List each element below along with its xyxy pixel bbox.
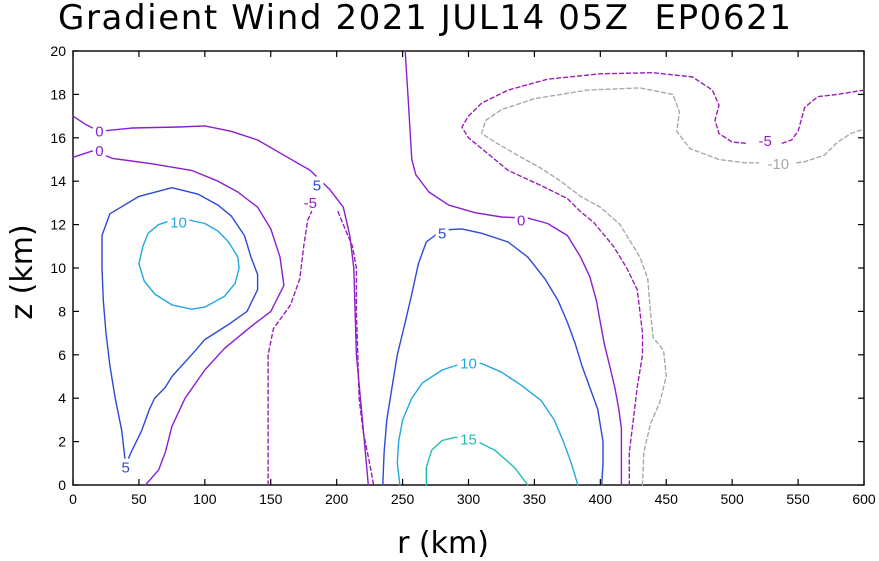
axis-ticks: 0 50 100 150 200 250 300 350 400 450 500 550 6000246… <box>50 43 875 507</box>
contour-label-bg <box>92 122 106 140</box>
contour-label-bg <box>92 141 106 159</box>
y-tick-label: 8 <box>58 303 66 319</box>
contour-label: 5 <box>438 225 446 242</box>
y-tick-label: 10 <box>50 260 66 276</box>
contour-line <box>72 115 369 486</box>
contour-label: 0 <box>95 143 103 160</box>
y-tick-label: 16 <box>50 130 66 146</box>
x-tick-label: 350 <box>523 491 547 507</box>
contour-line <box>138 218 240 310</box>
contour-line <box>396 362 579 486</box>
contour-label: 5 <box>122 460 130 477</box>
contour-label-bg <box>457 354 480 372</box>
x-tick-label: 400 <box>589 491 613 507</box>
contour-label-bg <box>299 193 322 211</box>
contour-line <box>267 210 313 486</box>
contour-label: 0 <box>95 123 103 140</box>
contour-label-bg <box>119 458 133 476</box>
x-tick-label: 50 <box>131 491 147 507</box>
x-tick-label: 550 <box>786 491 810 507</box>
x-tick-label: 250 <box>391 491 415 507</box>
x-tick-label: 500 <box>720 491 744 507</box>
contour-line <box>101 186 259 467</box>
contour-label: -5 <box>304 195 317 212</box>
x-axis-label: r (km) <box>397 526 489 561</box>
contour-line <box>461 71 747 486</box>
contour-label: -10 <box>767 156 789 173</box>
contour-label: 0 <box>517 212 525 229</box>
contour-line <box>72 150 285 486</box>
y-tick-label: 14 <box>50 173 66 189</box>
contour-label-bg <box>754 132 777 150</box>
y-tick-label: 12 <box>50 217 66 233</box>
x-tick-label: 150 <box>259 491 283 507</box>
contour-line <box>796 128 865 164</box>
y-tick-label: 18 <box>50 86 66 102</box>
contour-lines <box>72 50 865 486</box>
contour-line <box>781 89 865 144</box>
chart-title: Gradient Wind 2021 JUL14 05Z EP0621 <box>58 0 793 38</box>
contour-label: 10 <box>460 355 477 372</box>
y-tick-label: 20 <box>50 43 66 59</box>
contour-line <box>481 87 760 486</box>
contour-label: -5 <box>758 133 771 150</box>
x-tick-label: 300 <box>457 491 481 507</box>
contour-label: 15 <box>460 431 477 448</box>
contour-labels: 0 0 0 5 5 5 10 10 15 -5 -5 -10 <box>92 122 794 477</box>
contour-label-bg <box>457 430 480 448</box>
x-tick-label: 100 <box>193 491 217 507</box>
y-axis-label: z (km) <box>5 224 40 319</box>
y-tick-label: 4 <box>58 390 66 406</box>
contour-label-bg <box>310 176 324 194</box>
x-tick-label: 0 <box>69 491 77 507</box>
contour-line <box>337 210 375 486</box>
contour-label: 10 <box>170 214 187 231</box>
x-tick-label: 600 <box>852 491 876 507</box>
x-tick-label: 450 <box>655 491 679 507</box>
contour-line <box>425 436 529 486</box>
contour-label: 5 <box>313 178 321 195</box>
contour-line <box>382 228 604 486</box>
y-tick-label: 6 <box>58 347 66 363</box>
x-tick-label: 200 <box>325 491 349 507</box>
contour-label-bg <box>762 154 794 172</box>
contour-line <box>404 50 623 486</box>
contour-label-bg <box>167 213 190 231</box>
y-tick-label: 2 <box>58 434 66 450</box>
contour-label-bg <box>514 211 528 229</box>
contour-label-bg <box>435 224 449 242</box>
y-tick-label: 0 <box>58 477 66 493</box>
